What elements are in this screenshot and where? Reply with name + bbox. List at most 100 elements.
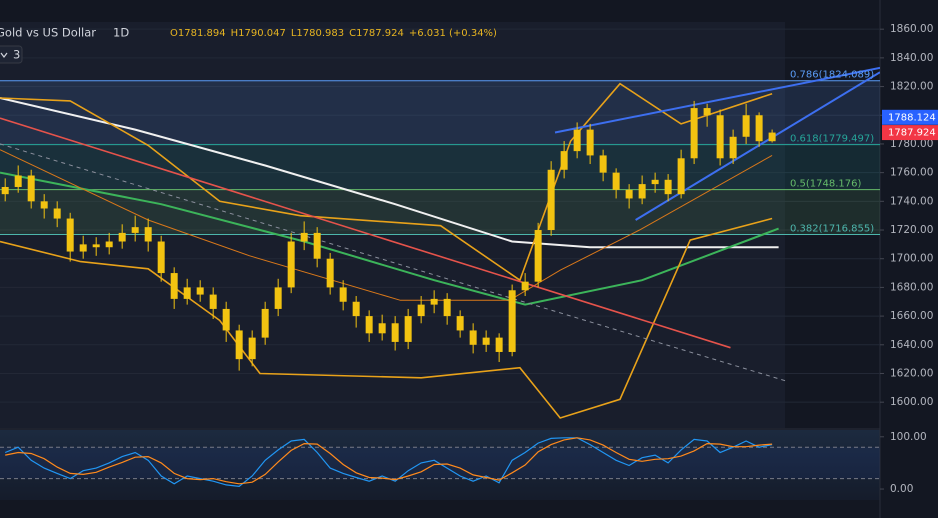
price-label: 1788.124 xyxy=(888,112,936,123)
ohlc-value: +6.031 (+0.34%) xyxy=(409,28,497,39)
candle-body xyxy=(703,108,711,116)
overlay-line xyxy=(635,71,880,221)
candle-body xyxy=(768,132,776,142)
candle-body xyxy=(235,330,243,360)
candle-body xyxy=(495,337,503,352)
fib-label: 0.382(1716.855) xyxy=(790,224,874,235)
overlay-line xyxy=(0,97,779,249)
oscillator-band xyxy=(0,447,880,479)
candle-body xyxy=(391,323,399,342)
symbol-title: Gold vs US Dollar xyxy=(0,26,96,40)
y-tick-label: 1720.00 xyxy=(890,224,933,236)
overlay-line xyxy=(0,149,773,301)
candle-body xyxy=(183,287,191,299)
y-tick-label: 1740.00 xyxy=(890,195,933,207)
y-tick-label: 1660.00 xyxy=(890,310,933,322)
y-tick-label: 1620.00 xyxy=(890,367,933,379)
candle-body xyxy=(638,184,646,199)
price-label-box xyxy=(882,109,938,125)
candle-body xyxy=(261,308,269,338)
candle-body xyxy=(118,232,126,242)
candle-body xyxy=(274,287,282,309)
candle-body xyxy=(573,129,581,152)
candle-body xyxy=(27,175,35,202)
chevron-icon xyxy=(0,52,8,58)
ohlc-value: L1780.983 xyxy=(291,28,344,39)
candle-body xyxy=(417,304,425,317)
candle-body xyxy=(534,230,542,282)
candle-body xyxy=(586,129,594,156)
fib-label: 0.618(1779.497) xyxy=(790,134,874,145)
overlay-line xyxy=(0,117,731,349)
candle-body xyxy=(1,186,9,195)
candle-body xyxy=(755,115,763,142)
highlight-region xyxy=(0,22,785,428)
main-pane xyxy=(0,28,880,419)
candle-body xyxy=(651,179,659,185)
overlay-line xyxy=(0,217,773,419)
candle-body xyxy=(92,244,100,248)
fib-label: 0.5(1748.176) xyxy=(790,179,862,190)
candle-body xyxy=(196,287,204,295)
candle-body xyxy=(716,115,724,159)
y-tick-label: 1680.00 xyxy=(890,281,933,293)
candle-body xyxy=(456,316,464,331)
candle-body xyxy=(209,294,217,309)
candle-body xyxy=(521,281,529,291)
y-tick-label: 1700.00 xyxy=(890,253,933,265)
y-tick-label: 1640.00 xyxy=(890,339,933,351)
overlay-line xyxy=(0,171,779,306)
candle-body xyxy=(79,244,87,252)
candle-body xyxy=(469,330,477,345)
candle-body xyxy=(157,241,165,274)
ohlc-value: C1787.924 xyxy=(349,28,404,39)
y-tick-label: 1760.00 xyxy=(890,167,933,179)
ohlc-header: O1781.894 H1790.047 L1780.983 C1787.924 +6.0… xyxy=(170,28,497,39)
candle-body xyxy=(326,258,334,288)
candle-body xyxy=(508,290,516,352)
candle-body xyxy=(339,287,347,302)
overlay-line xyxy=(554,66,880,134)
ohlc-value: O1781.894 xyxy=(170,28,226,39)
indicator-badge[interactable] xyxy=(0,45,23,64)
candle-body xyxy=(40,201,48,209)
y-tick-label: 1840.00 xyxy=(890,52,933,64)
oscillator-pane xyxy=(0,430,880,500)
price-label: 1787.924 xyxy=(888,128,936,139)
fib-label: 0.786(1824.089) xyxy=(790,70,874,81)
candle-body xyxy=(690,108,698,159)
y-tick-label: 0.00 xyxy=(890,483,913,495)
y-tick-label: 1600.00 xyxy=(890,396,933,408)
candle-body xyxy=(612,172,620,190)
y-tick-label: 1780.00 xyxy=(890,138,933,150)
candle-body xyxy=(14,175,22,187)
candle-body xyxy=(131,227,139,233)
candle-body xyxy=(443,298,451,317)
overlay-line xyxy=(0,143,786,382)
candle-body xyxy=(66,218,74,252)
candle-body xyxy=(378,323,386,334)
candle-body xyxy=(300,232,308,242)
candle-body xyxy=(482,337,490,345)
axis: 1860.001840.001820.001800.001780.001760.… xyxy=(880,23,938,495)
candle-body xyxy=(729,136,737,159)
candle-body xyxy=(53,208,61,219)
candle-body xyxy=(430,298,438,305)
candle-body xyxy=(222,308,230,331)
candle-body xyxy=(365,316,373,334)
candle-body xyxy=(404,316,412,342)
y-tick-label: 1860.00 xyxy=(890,23,933,35)
y-tick-label: 1820.00 xyxy=(890,81,933,93)
candle-body xyxy=(547,169,555,231)
candle-body xyxy=(352,301,360,317)
interval: 1D xyxy=(113,26,129,40)
candle-body xyxy=(599,155,607,173)
candle-body xyxy=(170,273,178,299)
candle-body xyxy=(105,241,113,248)
y-tick-label: 100.00 xyxy=(890,431,927,443)
overlay-line xyxy=(0,82,773,282)
oscillator-plot xyxy=(0,437,880,488)
candle-body xyxy=(248,337,256,360)
